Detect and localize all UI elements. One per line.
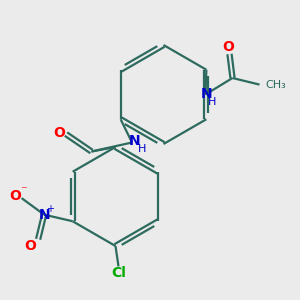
Text: CH₃: CH₃ xyxy=(265,80,286,90)
Text: O: O xyxy=(222,40,234,54)
Text: O: O xyxy=(25,239,37,253)
Text: H: H xyxy=(138,144,146,154)
Text: ⁻: ⁻ xyxy=(20,184,26,197)
Text: +: + xyxy=(46,204,53,214)
Text: N: N xyxy=(129,134,141,148)
Text: N: N xyxy=(201,87,213,100)
Text: O: O xyxy=(53,126,65,140)
Text: Cl: Cl xyxy=(112,266,127,280)
Text: H: H xyxy=(208,97,216,107)
Text: O: O xyxy=(9,189,21,203)
Text: N: N xyxy=(38,208,50,222)
